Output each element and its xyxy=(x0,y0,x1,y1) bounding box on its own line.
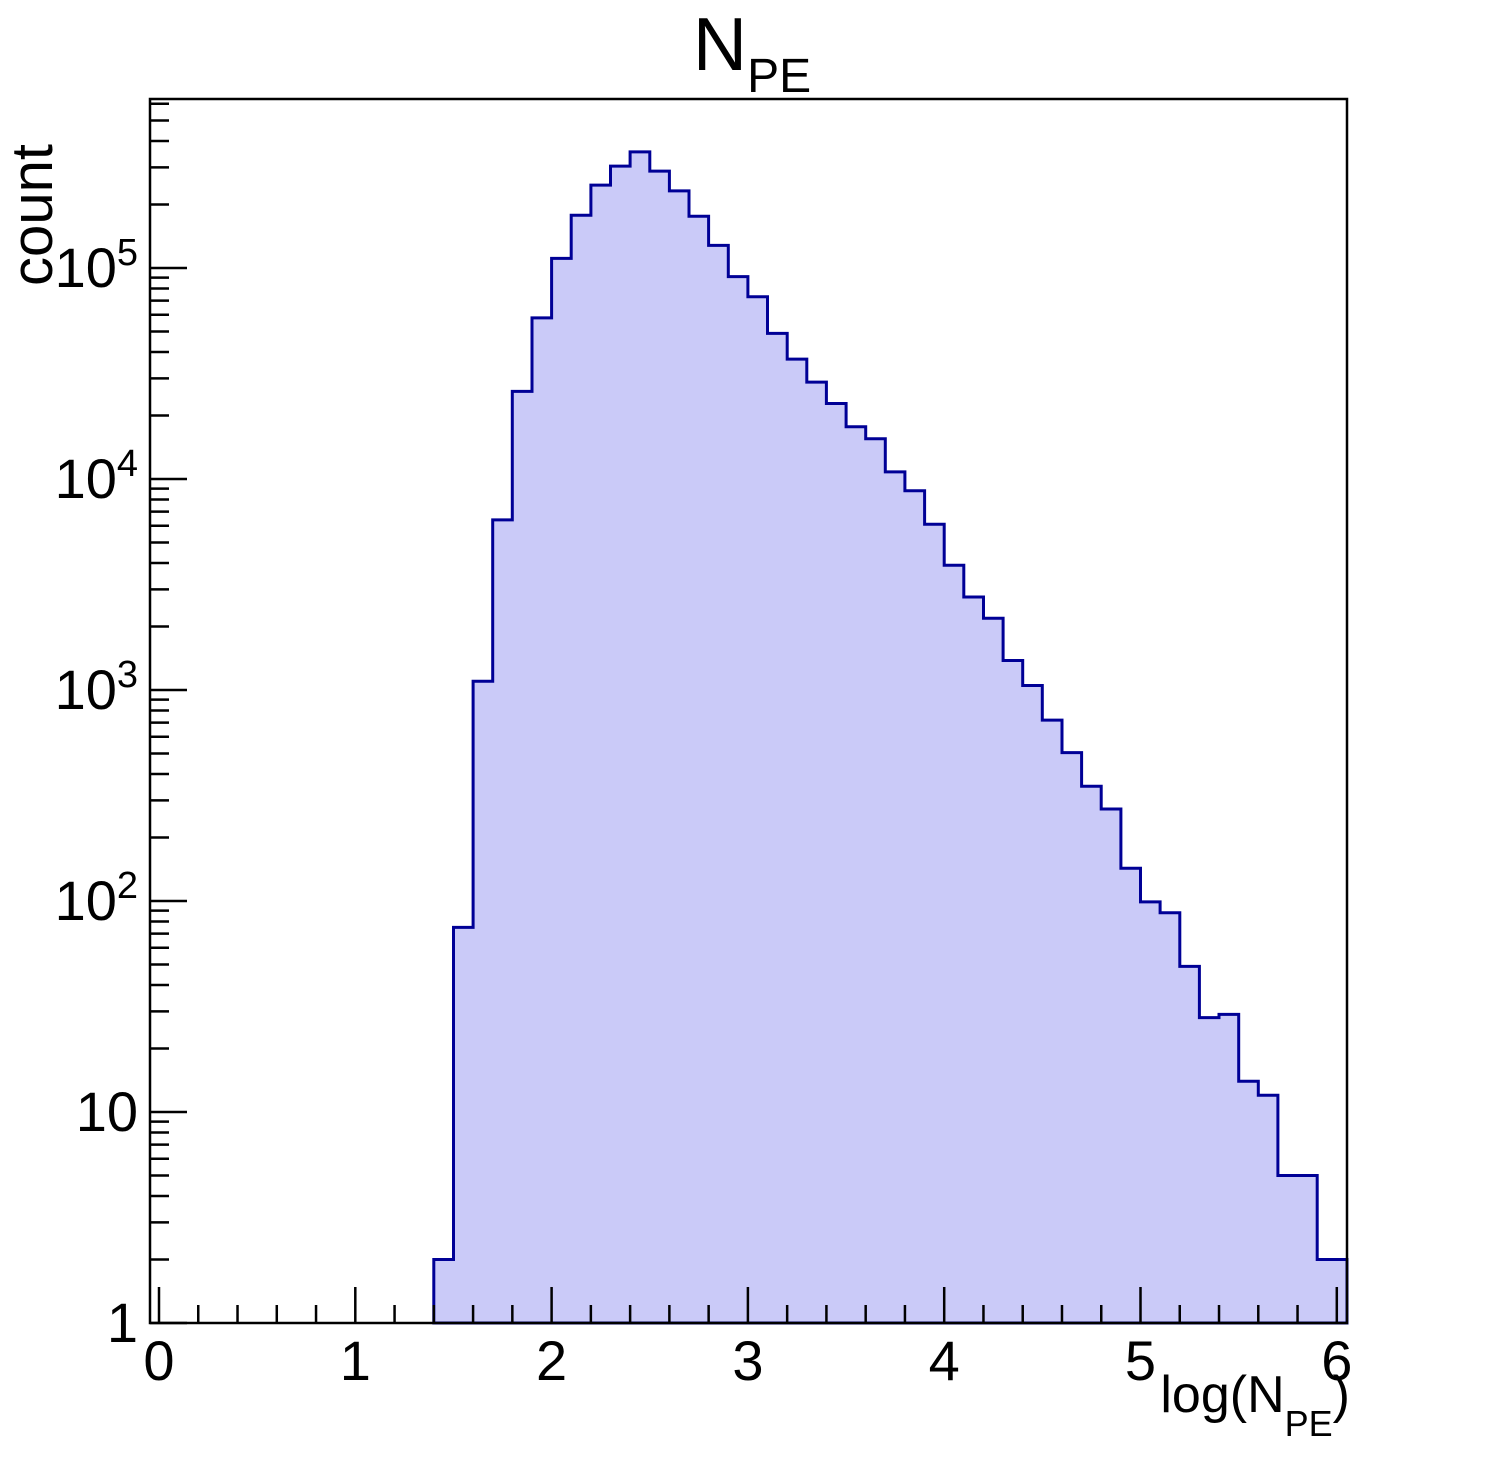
y-tick-label: 103 xyxy=(55,654,138,721)
x-tick-label: 0 xyxy=(143,1329,174,1392)
plot-title: NPE xyxy=(693,2,811,103)
plot-title-main: N xyxy=(693,2,747,86)
x-tick-label: 2 xyxy=(536,1329,567,1392)
y-tick-label: 1 xyxy=(107,1291,138,1354)
y-axis-title: count xyxy=(0,144,65,286)
x-axis-title-suffix: ) xyxy=(1333,1366,1350,1424)
axis-ticks xyxy=(150,102,1339,1325)
y-tick-label: 104 xyxy=(55,443,138,510)
plot-title-subscript: PE xyxy=(747,50,811,103)
x-tick-label: 3 xyxy=(732,1329,763,1392)
y-tick-label: 102 xyxy=(55,865,138,932)
x-tick-label: 1 xyxy=(340,1329,371,1392)
x-axis-title-subscript: PE xyxy=(1285,1403,1333,1444)
x-tick-label: 6 xyxy=(1321,1329,1352,1392)
y-tick-label: 105 xyxy=(55,232,138,299)
x-axis-title-prefix: log(N xyxy=(1160,1366,1284,1424)
x-tick-label: 4 xyxy=(929,1329,960,1392)
histogram-layer xyxy=(432,150,1349,1325)
y-tick-label: 10 xyxy=(76,1080,138,1143)
x-axis-title: log(NPE) xyxy=(1160,1366,1350,1444)
histogram-bars xyxy=(432,150,1349,1325)
x-tick-label: 5 xyxy=(1125,1329,1156,1392)
